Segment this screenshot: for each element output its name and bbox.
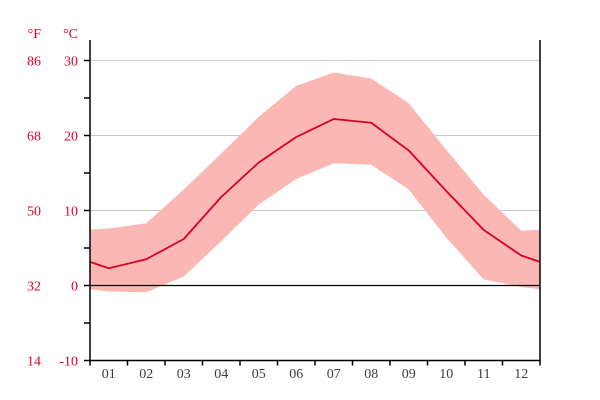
y-label-f-50: 50 [27, 205, 41, 220]
y-label-c--10: -10 [59, 355, 78, 370]
month-label-12: 12 [514, 367, 528, 382]
y-label-f-32: 32 [27, 280, 41, 295]
month-label-08: 08 [364, 367, 378, 382]
month-label-06: 06 [289, 367, 303, 382]
y-label-c-10: 10 [64, 205, 78, 220]
month-label-07: 07 [327, 367, 341, 382]
month-label-05: 05 [252, 367, 266, 382]
month-label-01: 01 [102, 367, 116, 382]
month-label-03: 03 [177, 367, 191, 382]
y-label-f-14: 14 [27, 355, 41, 370]
y-label-f-68: 68 [27, 130, 41, 145]
y-label-f-86: 86 [27, 55, 41, 70]
mean-temperature-line [89, 118, 541, 270]
month-label-02: 02 [139, 367, 153, 382]
celsius-unit-label: °C [63, 27, 78, 42]
month-label-11: 11 [477, 367, 490, 382]
y-label-c-0: 0 [71, 280, 78, 295]
month-label-04: 04 [214, 367, 228, 382]
y-label-c-20: 20 [64, 130, 78, 145]
min-max-band [90, 72, 540, 293]
month-label-09: 09 [402, 367, 416, 382]
fahrenheit-unit-label: °F [28, 27, 42, 42]
month-label-10: 10 [439, 367, 453, 382]
y-label-c-30: 30 [64, 55, 78, 70]
